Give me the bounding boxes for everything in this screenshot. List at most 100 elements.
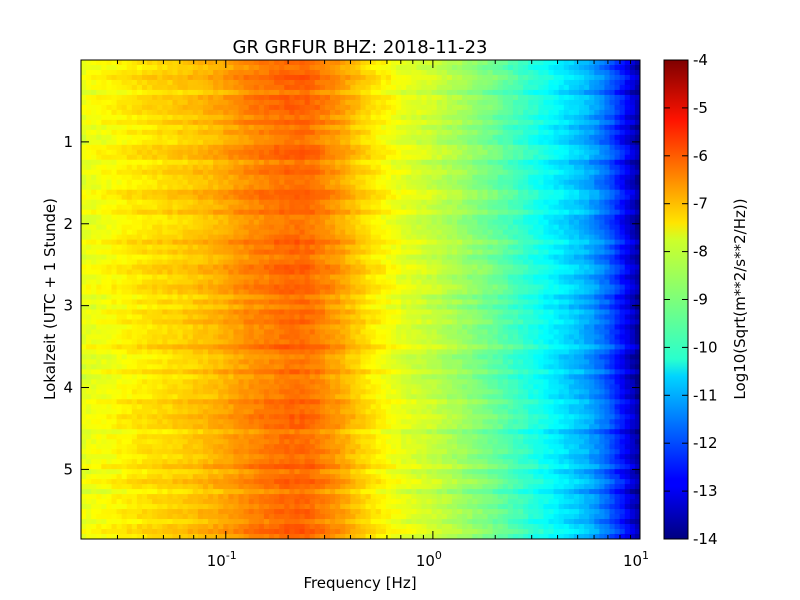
heatmap-cell <box>533 124 539 131</box>
heatmap-cell <box>299 114 306 121</box>
heatmap-cell <box>355 84 362 91</box>
heatmap-cell <box>96 179 102 186</box>
heatmap-cell <box>319 94 326 101</box>
heatmap-cell <box>202 109 209 116</box>
heatmap-cell <box>126 74 133 81</box>
heatmap-cell <box>568 99 575 106</box>
heatmap-cell <box>319 209 326 216</box>
heatmap-cell <box>467 89 473 96</box>
heatmap-cell <box>228 249 235 256</box>
heatmap-cell <box>202 149 209 156</box>
heatmap-cell <box>213 184 219 191</box>
heatmap-cell <box>538 249 545 256</box>
heatmap-cell <box>182 79 189 86</box>
heatmap-cell <box>594 209 600 216</box>
heatmap-cell <box>340 279 346 286</box>
heatmap-cell <box>457 64 463 71</box>
heatmap-cell <box>396 224 402 231</box>
heatmap-cell <box>421 229 428 236</box>
heatmap-cell <box>507 254 514 261</box>
heatmap-cell <box>324 69 331 76</box>
heatmap-cell <box>446 79 453 86</box>
heatmap-cell <box>116 219 123 226</box>
heatmap-cell <box>497 259 504 266</box>
heatmap-cell <box>553 104 560 111</box>
heatmap-cell <box>411 234 417 241</box>
heatmap-cell <box>634 204 640 211</box>
heatmap-cell <box>248 134 255 141</box>
heatmap-cell <box>441 184 448 191</box>
heatmap-cell <box>624 184 631 191</box>
heatmap-cell <box>182 149 189 156</box>
heatmap-cell <box>86 194 92 201</box>
heatmap-cell <box>543 124 550 131</box>
heatmap-cell <box>477 229 484 236</box>
heatmap-cell <box>340 254 346 261</box>
heatmap-cell <box>324 159 331 166</box>
heatmap-cell <box>304 119 311 126</box>
heatmap-cell <box>594 269 600 276</box>
heatmap-cell <box>101 84 108 91</box>
heatmap-cell <box>182 154 189 161</box>
heatmap-cell <box>335 64 341 71</box>
heatmap-cell <box>131 184 138 191</box>
heatmap-cell <box>91 249 97 256</box>
heatmap-cell <box>421 279 428 286</box>
heatmap-cell <box>360 269 367 276</box>
heatmap-cell <box>533 149 539 156</box>
heatmap-cell <box>289 69 296 76</box>
heatmap-cell <box>279 279 285 286</box>
heatmap-cell <box>299 254 306 261</box>
heatmap-cell <box>218 249 224 256</box>
heatmap-cell <box>573 149 580 156</box>
heatmap-cell <box>543 94 550 101</box>
heatmap-cell <box>629 64 636 71</box>
heatmap-cell <box>269 149 275 156</box>
heatmap-cell <box>126 284 133 291</box>
heatmap-cell <box>192 189 199 196</box>
heatmap-cell <box>609 229 616 236</box>
heatmap-cell <box>192 239 199 246</box>
heatmap-cell <box>187 179 194 186</box>
heatmap-cell <box>360 199 367 206</box>
heatmap-cell <box>548 134 555 141</box>
heatmap-cell <box>141 119 148 126</box>
heatmap-cell <box>477 199 484 206</box>
heatmap-cell <box>202 84 209 91</box>
heatmap-cell <box>548 139 555 146</box>
heatmap-cell <box>396 244 402 251</box>
heatmap-cell <box>274 134 280 141</box>
heatmap-cell <box>553 134 560 141</box>
heatmap-cell <box>279 119 285 126</box>
heatmap-cell <box>416 109 423 116</box>
heatmap-cell <box>86 84 92 91</box>
heatmap-cell <box>396 94 402 101</box>
heatmap-cell <box>218 204 224 211</box>
heatmap-cell <box>390 224 397 231</box>
heatmap-cell <box>502 274 509 281</box>
heatmap-cell <box>294 184 301 191</box>
heatmap-cell <box>548 124 555 131</box>
heatmap-cell <box>197 249 204 256</box>
heatmap-cell <box>258 239 265 246</box>
heatmap-cell <box>233 164 240 171</box>
heatmap-cell <box>208 234 214 241</box>
heatmap-cell <box>431 259 438 266</box>
heatmap-cell <box>426 99 433 106</box>
heatmap-cell <box>147 279 153 286</box>
heatmap-cell <box>548 239 555 246</box>
heatmap-cell <box>284 284 290 291</box>
heatmap-cell <box>619 254 626 261</box>
heatmap-cell <box>436 159 443 166</box>
heatmap-cell <box>431 209 438 216</box>
heatmap-cell <box>507 214 514 221</box>
heatmap-cell <box>436 174 443 181</box>
heatmap-cell <box>385 219 392 226</box>
heatmap-cell <box>274 184 280 191</box>
heatmap-cell <box>431 109 438 116</box>
heatmap-cell <box>324 249 331 256</box>
heatmap-cell <box>396 229 402 236</box>
heatmap-cell <box>558 199 565 206</box>
heatmap-cell <box>584 129 590 136</box>
heatmap-cell <box>279 169 285 176</box>
